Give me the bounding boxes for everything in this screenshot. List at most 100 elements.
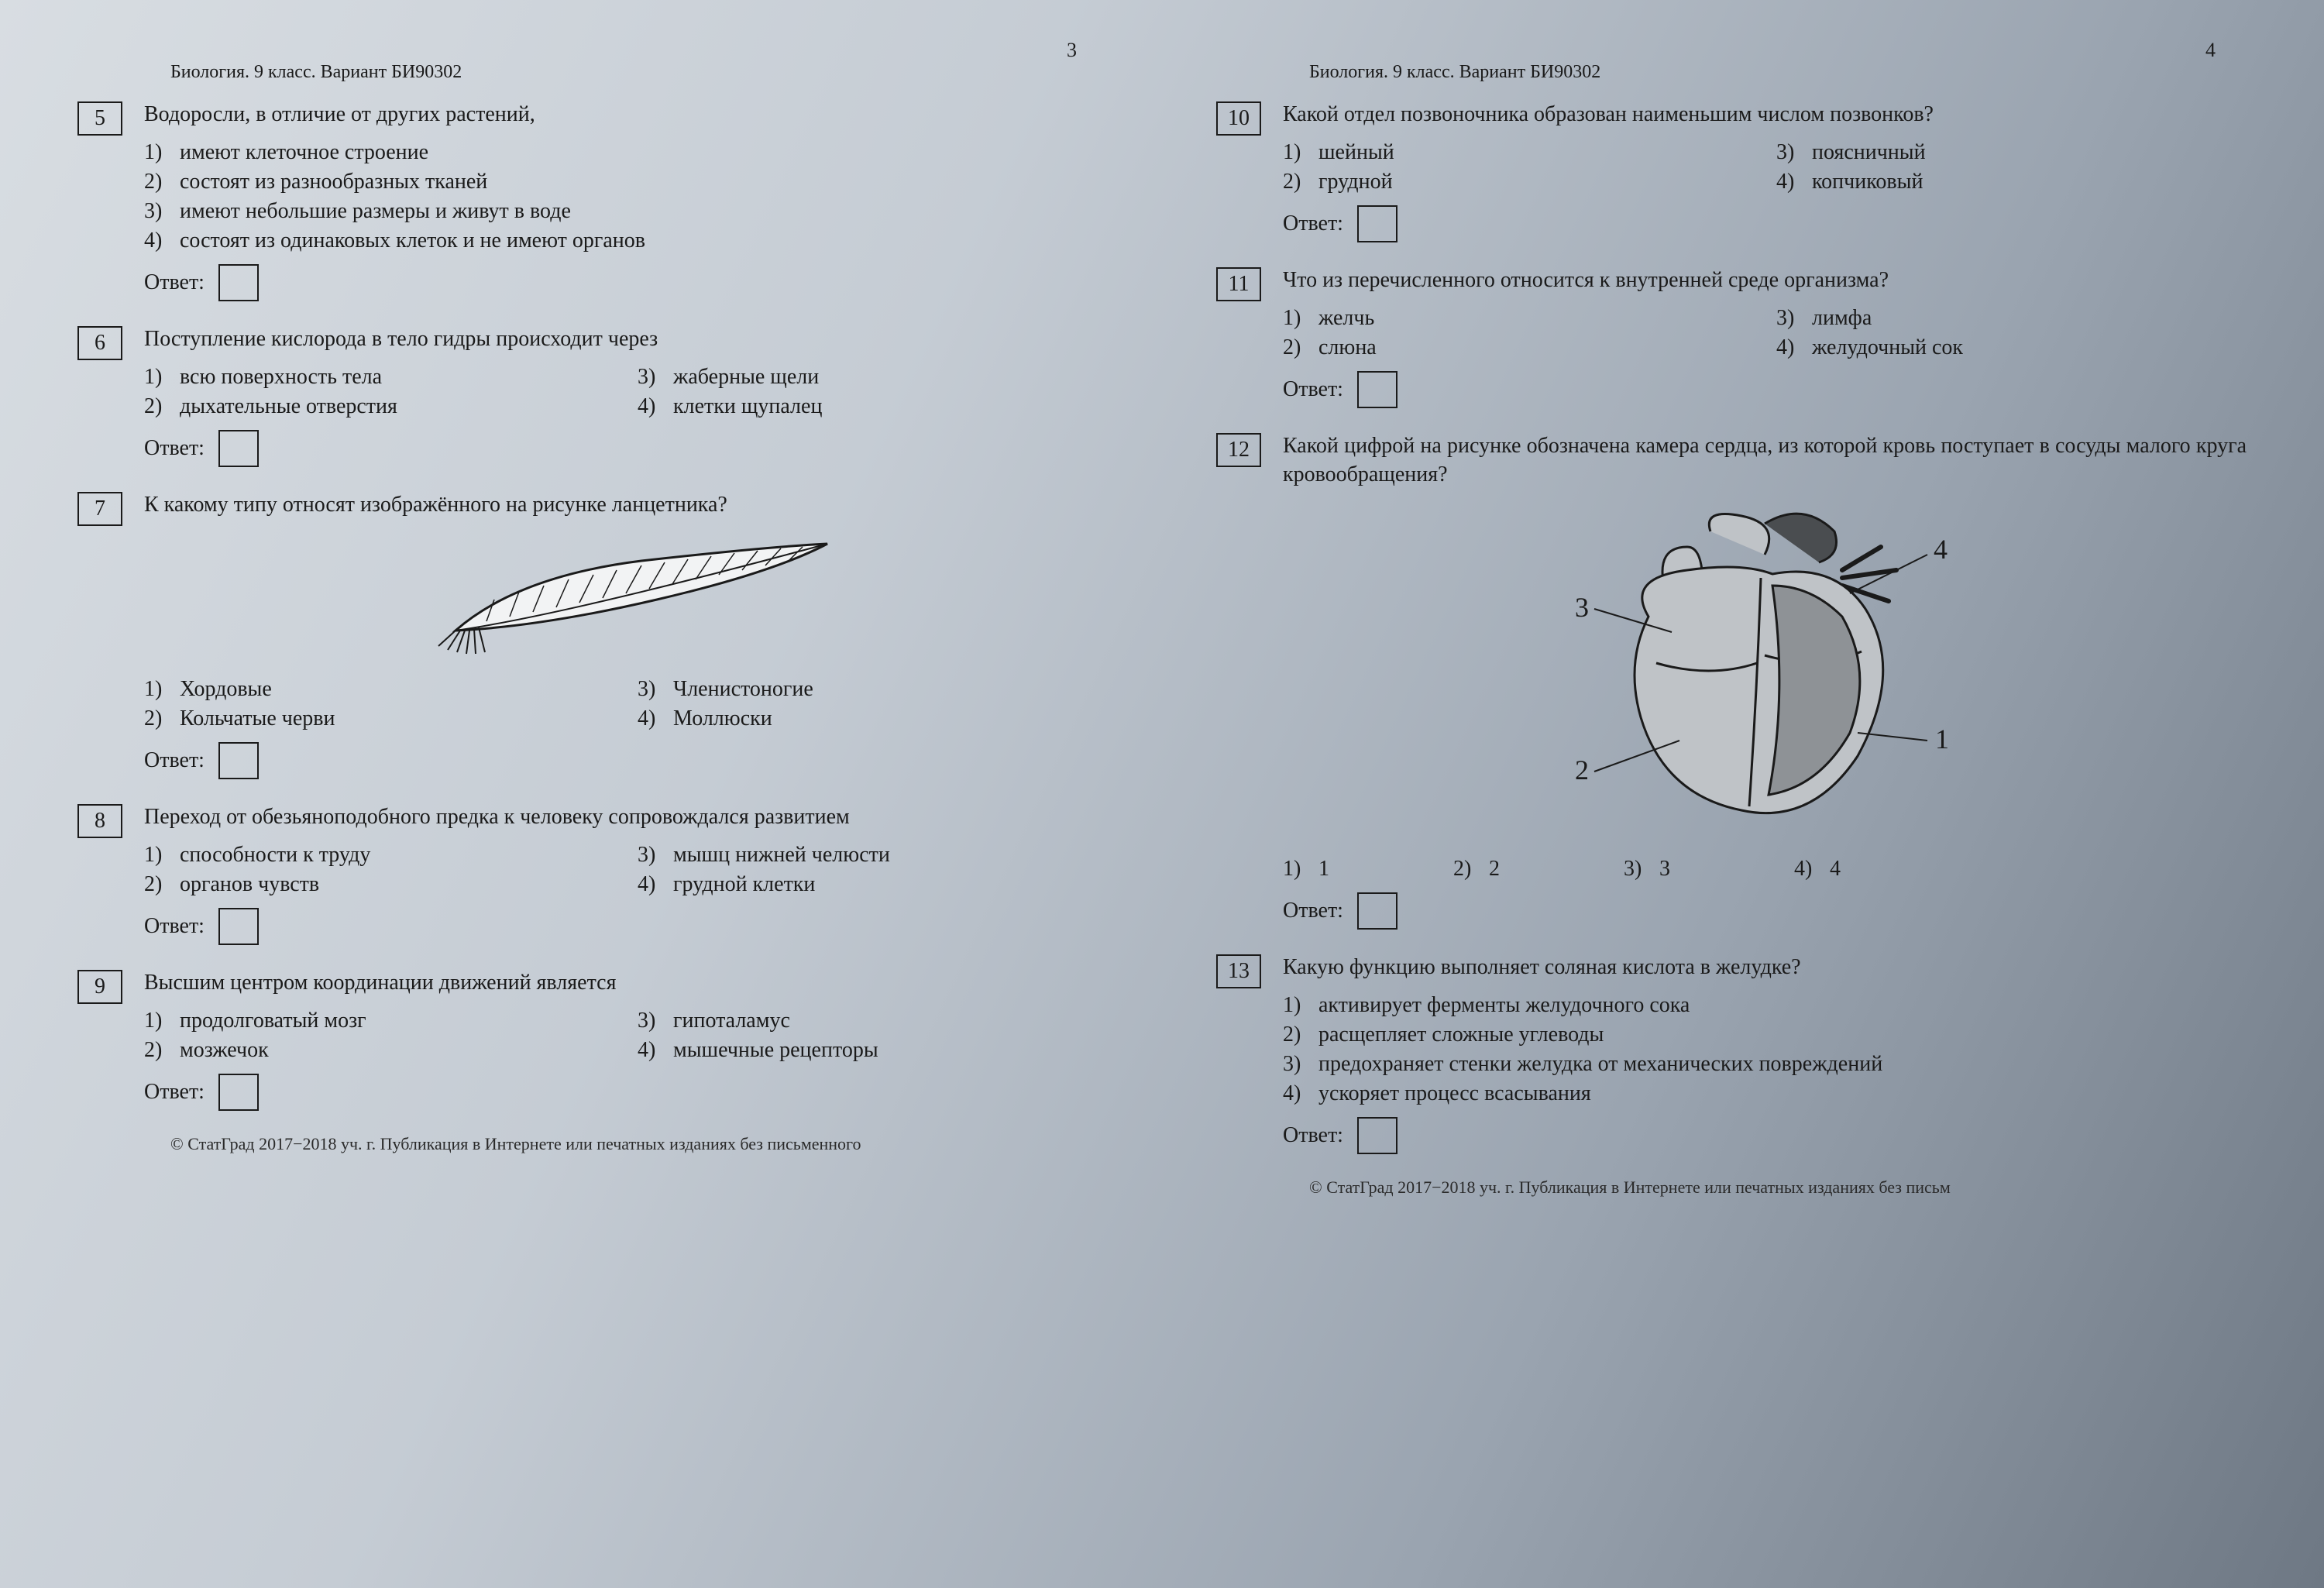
options-list: 1)желчь 3)лимфа 2)слюна 4)желудочный сок — [1283, 306, 2247, 360]
options-list: 1)всю поверхность тела 3)жаберные щели 2… — [144, 365, 1108, 419]
option: 4)клетки щупалец — [638, 394, 1108, 419]
option: 2)слюна — [1283, 335, 1753, 360]
question-prompt: Что из перечисленного относится к внутре… — [1283, 266, 2247, 295]
options-list: 1)имеют клеточное строение 2)состоят из … — [144, 140, 1108, 253]
answer-box[interactable] — [218, 908, 259, 945]
answer-row: Ответ: — [144, 264, 1108, 301]
option: 4)желудочный сок — [1776, 335, 2247, 360]
option: 4)Моллюски — [638, 706, 1108, 731]
answer-row: Ответ: — [144, 742, 1108, 779]
option: 3)мышц нижней челюсти — [638, 843, 1108, 868]
option: 2)органов чувств — [144, 872, 614, 897]
option: 4)4 — [1794, 857, 1841, 882]
question-12: 12 Какой цифрой на рисунке обозначена ка… — [1216, 431, 2247, 930]
question-prompt: Водоросли, в отличие от других растений, — [144, 100, 1108, 129]
option: 3)поясничный — [1776, 140, 2247, 165]
page-number: 4 — [2205, 39, 2216, 62]
heart-label-2: 2 — [1575, 754, 1589, 785]
lancelet-figure — [144, 530, 1108, 662]
page-header: Биология. 9 класс. Вариант БИ90302 — [1309, 62, 2247, 83]
answer-box[interactable] — [1357, 205, 1397, 242]
answer-label: Ответ: — [1283, 899, 1343, 923]
option: 4)грудной клетки — [638, 872, 1108, 897]
answer-label: Ответ: — [1283, 377, 1343, 402]
worksheet-spread: 3 Биология. 9 класс. Вариант БИ90302 5 В… — [0, 0, 2324, 1221]
options-list: 1)шейный 3)поясничный 2)грудной 4)копчик… — [1283, 140, 2247, 194]
option: 4)ускоряет процесс всасывания — [1283, 1081, 2247, 1106]
heart-figure: 1 2 3 4 — [1283, 500, 2247, 841]
question-prompt: Какую функцию выполняет соляная кислота … — [1283, 953, 2247, 982]
option: 1)активирует ферменты желудочного сока — [1283, 993, 2247, 1018]
question-13: 13 Какую функцию выполняет соляная кисло… — [1216, 953, 2247, 1154]
question-number-box: 5 — [77, 101, 122, 136]
answer-row: Ответ: — [144, 908, 1108, 945]
question-number-box: 8 — [77, 804, 122, 838]
option: 3)имеют небольшие размеры и живут в воде — [144, 199, 1108, 224]
question-number-box: 13 — [1216, 954, 1261, 988]
heart-icon: 1 2 3 4 — [1509, 500, 2020, 841]
page-4: 4 Биология. 9 класс. Вариант БИ90302 10 … — [1185, 31, 2278, 1205]
option: 1)всю поверхность тела — [144, 365, 614, 390]
page-footer: © СтатГрад 2017−2018 уч. г. Публикация в… — [1309, 1177, 2247, 1198]
answer-label: Ответ: — [144, 748, 205, 773]
question-prompt: Высшим центром координации движений явля… — [144, 968, 1108, 998]
answer-box[interactable] — [1357, 892, 1397, 930]
answer-row: Ответ: — [1283, 892, 2247, 930]
heart-label-4: 4 — [1934, 534, 1948, 565]
answer-row: Ответ: — [1283, 371, 2247, 408]
answer-row: Ответ: — [1283, 205, 2247, 242]
heart-label-1: 1 — [1935, 724, 1949, 754]
question-7: 7 К какому типу относят изображённого на… — [77, 490, 1108, 780]
option: 1)желчь — [1283, 306, 1753, 331]
answer-box[interactable] — [218, 742, 259, 779]
answer-box[interactable] — [1357, 371, 1397, 408]
heart-label-3: 3 — [1575, 592, 1589, 623]
option: 4)копчиковый — [1776, 170, 2247, 194]
answer-box[interactable] — [218, 1074, 259, 1111]
option: 3)Членистоногие — [638, 677, 1108, 702]
option: 4)мышечные рецепторы — [638, 1038, 1108, 1063]
page-footer: © СтатГрад 2017−2018 уч. г. Публикация в… — [170, 1134, 1108, 1154]
question-prompt: Какой цифрой на рисунке обозначена камер… — [1283, 431, 2247, 490]
question-number-box: 10 — [1216, 101, 1261, 136]
answer-row: Ответ: — [144, 1074, 1108, 1111]
answer-row: Ответ: — [1283, 1117, 2247, 1154]
question-number-box: 7 — [77, 492, 122, 526]
answer-label: Ответ: — [144, 270, 205, 295]
options-list: 1)способности к труду 3)мышц нижней челю… — [144, 843, 1108, 897]
question-number-box: 6 — [77, 326, 122, 360]
answer-box[interactable] — [218, 430, 259, 467]
option: 1)продолговатый мозг — [144, 1009, 614, 1033]
answer-box[interactable] — [218, 264, 259, 301]
options-list: 1)Хордовые 3)Членистоногие 2)Кольчатые ч… — [144, 677, 1108, 731]
page-number: 3 — [1067, 39, 1077, 62]
answer-label: Ответ: — [144, 914, 205, 939]
option: 3)предохраняет стенки желудка от механич… — [1283, 1052, 2247, 1077]
answer-label: Ответ: — [1283, 1123, 1343, 1148]
option: 2)2 — [1453, 857, 1500, 882]
question-6: 6 Поступление кислорода в тело гидры про… — [77, 325, 1108, 467]
lancelet-icon — [409, 530, 843, 662]
option: 1)Хордовые — [144, 677, 614, 702]
option: 1)способности к труду — [144, 843, 614, 868]
question-prompt: Переход от обезьяноподобного предка к че… — [144, 803, 1108, 832]
question-number-box: 12 — [1216, 433, 1261, 467]
question-prompt: К какому типу относят изображённого на р… — [144, 490, 1108, 520]
option: 1)1 — [1283, 857, 1329, 882]
option: 2)мозжечок — [144, 1038, 614, 1063]
option: 1)имеют клеточное строение — [144, 140, 1108, 165]
option: 3)гипоталамус — [638, 1009, 1108, 1033]
answer-box[interactable] — [1357, 1117, 1397, 1154]
answer-label: Ответ: — [144, 1080, 205, 1105]
question-5: 5 Водоросли, в отличие от других растени… — [77, 100, 1108, 301]
question-11: 11 Что из перечисленного относится к вну… — [1216, 266, 2247, 408]
option: 3)3 — [1624, 857, 1670, 882]
page-3: 3 Биология. 9 класс. Вариант БИ90302 5 В… — [46, 31, 1139, 1205]
option: 3)жаберные щели — [638, 365, 1108, 390]
option: 3)лимфа — [1776, 306, 2247, 331]
question-prompt: Поступление кислорода в тело гидры проис… — [144, 325, 1108, 354]
question-number-box: 11 — [1216, 267, 1261, 301]
answer-label: Ответ: — [144, 436, 205, 461]
option: 2)расщепляет сложные углеводы — [1283, 1023, 2247, 1047]
options-list: 1)1 2)2 3)3 4)4 — [1283, 857, 2247, 882]
